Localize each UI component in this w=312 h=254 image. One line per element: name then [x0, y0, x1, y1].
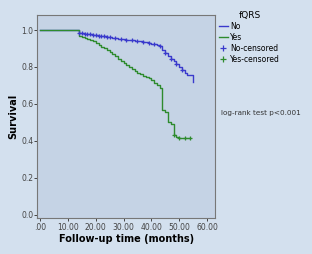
Legend: No, Yes, No-censored, Yes-censored: No, Yes, No-censored, Yes-censored — [219, 11, 280, 64]
X-axis label: Follow-up time (months): Follow-up time (months) — [59, 234, 194, 244]
Text: log-rank test p<0.001: log-rank test p<0.001 — [221, 110, 300, 116]
Y-axis label: Survival: Survival — [8, 94, 18, 139]
